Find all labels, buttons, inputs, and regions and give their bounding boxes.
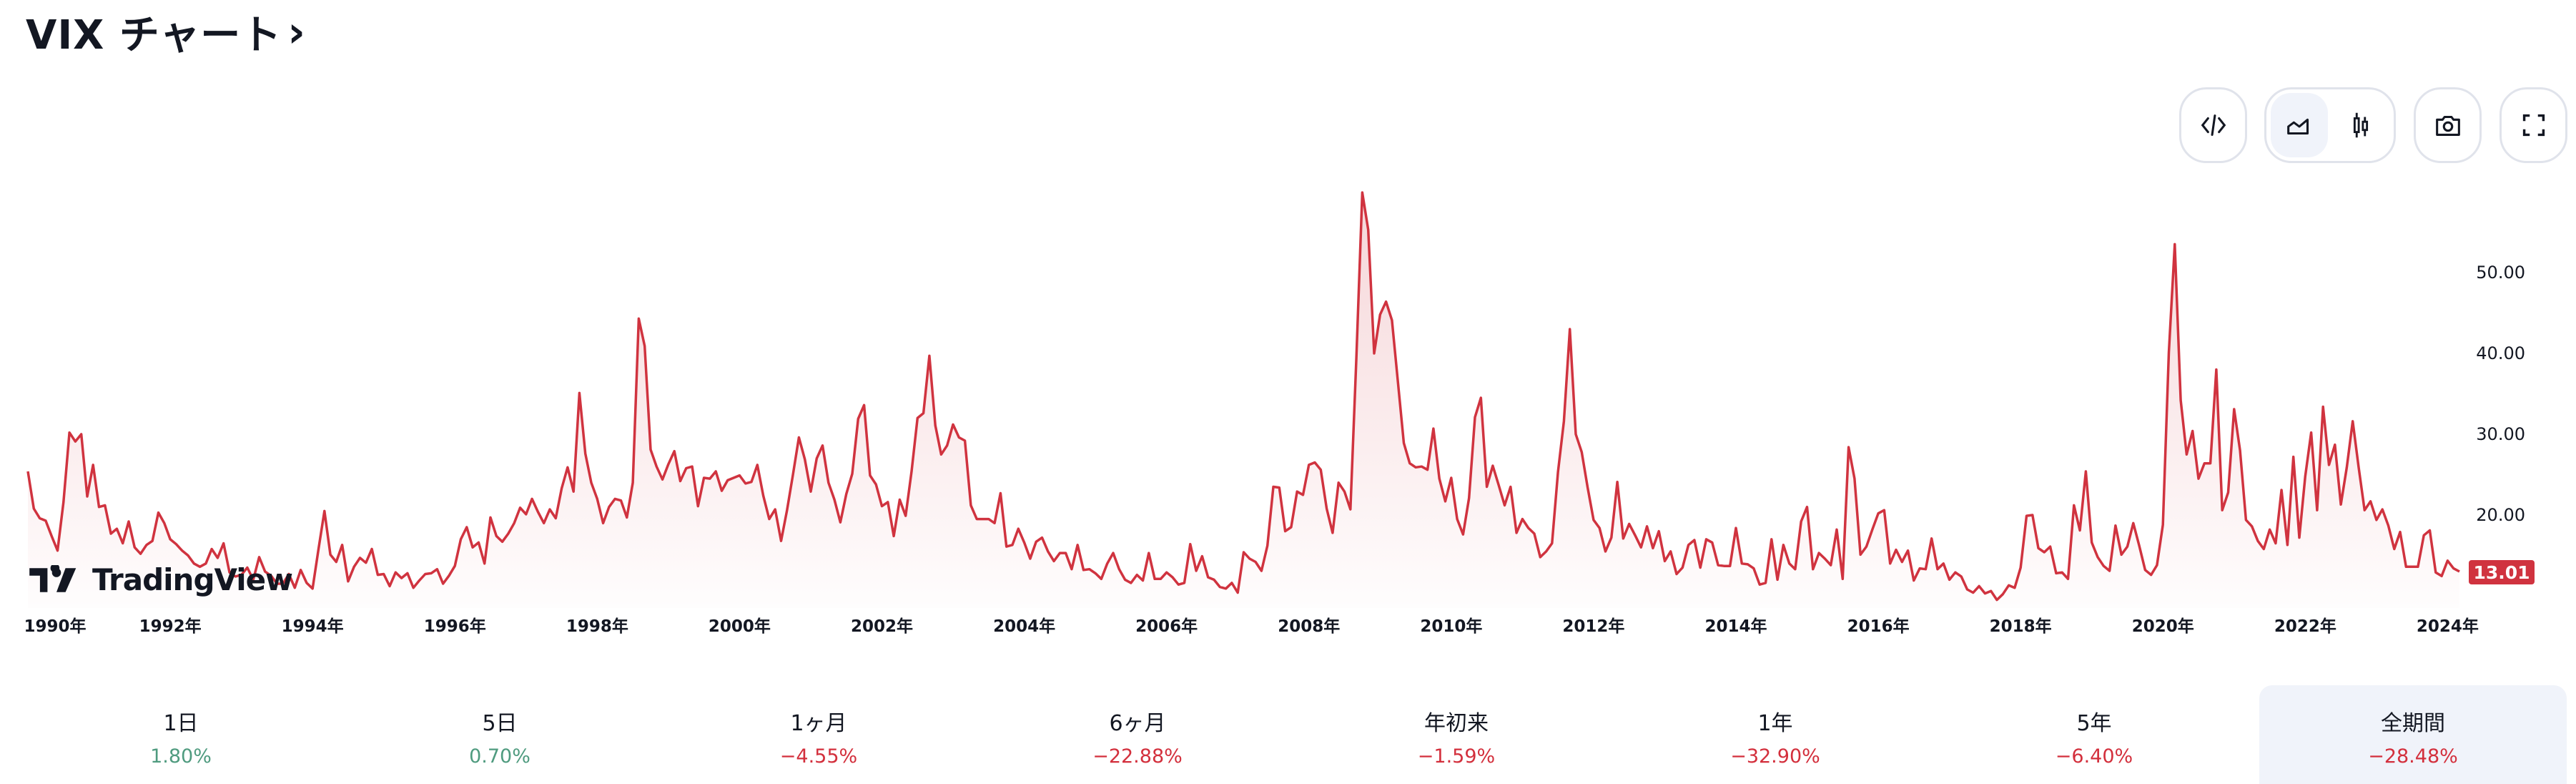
period-tab[interactable]: 年初来 −1.59% [1303, 685, 1610, 784]
period-change-value: −6.40% [2055, 745, 2133, 768]
period-tab[interactable]: 1年 −32.90% [1622, 685, 1929, 784]
tradingview-logo-text: TradingView [92, 562, 293, 597]
period-label: 5日 [482, 711, 518, 736]
camera-icon [2435, 115, 2460, 136]
code-icon [2201, 114, 2226, 136]
period-change-value: −22.88% [1092, 745, 1183, 768]
area-fill [28, 192, 2459, 609]
y-tick-label: 20.00 [2476, 505, 2525, 525]
period-tab[interactable]: 1ヶ月 −4.55% [665, 685, 972, 784]
x-tick-label: 2002年 [851, 617, 913, 636]
period-change-value: 1.80% [150, 745, 212, 768]
x-tick-label: 2014年 [1704, 617, 1767, 636]
tradingview-logo[interactable]: TradingView [28, 562, 293, 597]
period-change-value: −32.90% [1730, 745, 1820, 768]
x-tick-label: 2006年 [1135, 617, 1198, 636]
period-label: 5年 [2076, 711, 2112, 736]
x-tick-label: 1990年 [24, 617, 86, 636]
period-label: 1ヶ月 [790, 711, 847, 736]
y-tick-label: 30.00 [2476, 424, 2525, 444]
series-line [26, 191, 2460, 602]
chart-title-link[interactable]: VIX チャート › [26, 3, 306, 61]
period-label: 1日 [163, 711, 199, 736]
x-tick-label: 2000年 [709, 617, 771, 636]
embed-button[interactable] [2179, 87, 2247, 163]
period-tab[interactable]: 5年 −6.40% [1940, 685, 2248, 784]
snapshot-button[interactable] [2414, 87, 2482, 163]
vix-area-chart[interactable]: 20.00 30.00 40.00 50.00 1990年 1992年 1994年 1996… [0, 0, 2576, 665]
period-change-value: −28.48% [2368, 745, 2458, 768]
x-tick-label: 1996年 [424, 617, 486, 636]
period-performance-tabs: 1日 1.80% 5日 0.70% 1ヶ月 −4.55% 6ヶ月 −22.88% 年初来 −1.5… [0, 685, 2576, 784]
x-tick-label: 2022年 [2274, 617, 2336, 636]
x-tick-label: 2020年 [2132, 617, 2194, 636]
fullscreen-button[interactable] [2499, 87, 2567, 163]
period-label: 6ヶ月 [1109, 711, 1166, 736]
page-title: VIX チャート [26, 12, 282, 59]
y-tick-label: 40.00 [2476, 343, 2525, 363]
candlestick-button[interactable] [2332, 93, 2389, 157]
period-change-value: −4.55% [779, 745, 858, 768]
candlestick-icon [2353, 112, 2369, 138]
period-tab[interactable]: 1日 1.80% [27, 685, 335, 784]
chevron-right-icon: › [287, 6, 307, 57]
period-label: 1年 [1757, 711, 1793, 736]
area-chart-button[interactable] [2271, 93, 2328, 157]
x-tick-label: 2016年 [1847, 617, 1910, 636]
x-tick-label: 1992年 [139, 617, 202, 636]
fullscreen-icon [2522, 114, 2545, 137]
period-label: 全期間 [2381, 711, 2445, 736]
x-tick-label: 2008年 [1278, 617, 1340, 636]
period-tab[interactable]: 5日 0.70% [346, 685, 653, 784]
x-tick-label: 2018年 [1990, 617, 2052, 636]
period-change-value: 0.70% [469, 745, 531, 768]
y-tick-label: 50.00 [2476, 263, 2525, 283]
x-tick-label: 2004年 [993, 617, 1055, 636]
period-change-value: −1.59% [1417, 745, 1496, 768]
x-tick-label: 2012年 [1562, 617, 1624, 636]
area-chart-icon [2287, 118, 2309, 135]
period-tab[interactable]: 全期間 −28.48% [2259, 685, 2567, 784]
period-label: 年初来 [1424, 711, 1489, 736]
period-tab[interactable]: 6ヶ月 −22.88% [984, 685, 1291, 784]
x-tick-label: 1998年 [566, 617, 628, 636]
last-price-label: 13.01 [2469, 560, 2535, 584]
chart-type-switcher [2264, 87, 2396, 163]
x-tick-label: 1994年 [282, 617, 344, 636]
x-tick-label: 2010年 [1420, 617, 1482, 636]
tradingview-logo-icon [29, 564, 77, 592]
x-tick-label: 2024年 [2417, 617, 2479, 636]
